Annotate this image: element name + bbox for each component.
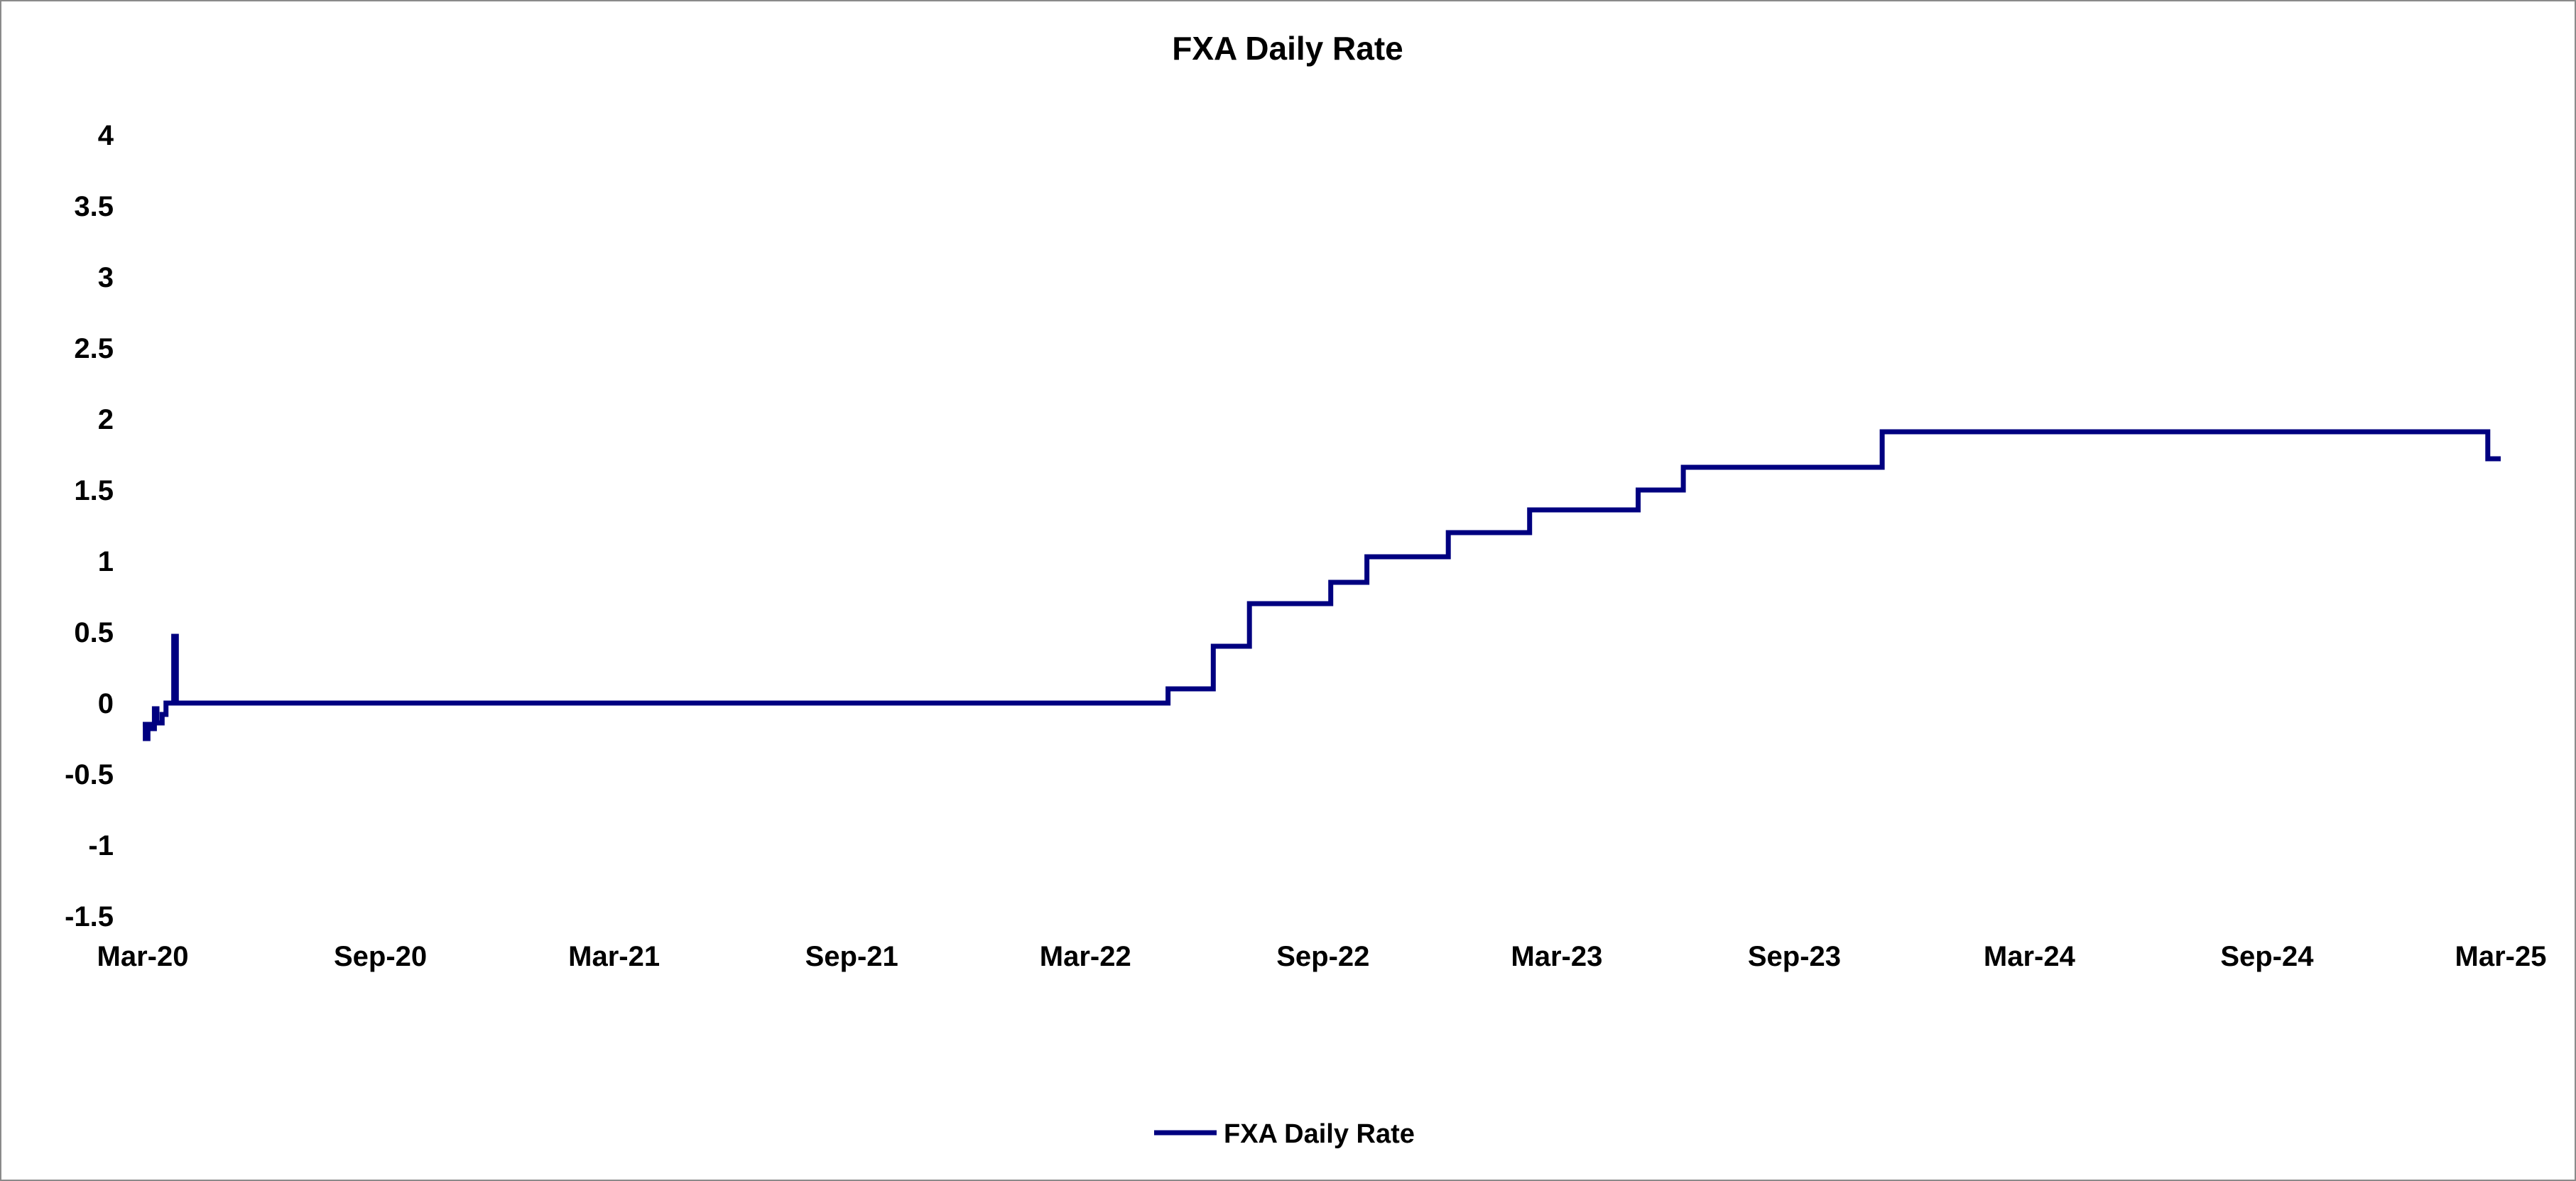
y-tick-label: 1.5 — [74, 475, 114, 506]
y-tick-label: 2.5 — [74, 333, 114, 364]
x-tick-label: Mar-23 — [1511, 941, 1602, 972]
y-tick-label: 4 — [98, 120, 114, 151]
x-axis: Mar-20 Sep-20 Mar-21 Sep-21 Mar-22 Sep-22 Mar-… — [97, 941, 2547, 972]
series-line — [143, 429, 2501, 741]
y-axis: 4 3.5 3 2.5 2 1.5 1 0.5 0 -0.5 -1 -1.5 — [65, 120, 114, 932]
y-tick-label: -0.5 — [65, 759, 114, 790]
x-tick-label: Sep-23 — [1748, 941, 1841, 972]
x-tick-label: Mar-21 — [568, 941, 660, 972]
x-tick-label: Mar-24 — [1984, 941, 2076, 972]
x-tick-label: Sep-20 — [334, 941, 427, 972]
y-tick-label: 0 — [98, 688, 114, 719]
y-tick-label: 3 — [98, 262, 114, 293]
y-tick-label: -1.5 — [65, 901, 114, 932]
x-tick-label: Sep-22 — [1276, 941, 1369, 972]
legend-label: FXA Daily Rate — [1224, 1119, 1415, 1149]
x-tick-label: Mar-25 — [2455, 941, 2547, 972]
x-tick-label: Mar-20 — [97, 941, 189, 972]
y-tick-label: -1 — [88, 830, 114, 861]
y-tick-label: 0.5 — [74, 617, 114, 648]
x-tick-label: Sep-21 — [805, 941, 898, 972]
x-tick-label: Sep-24 — [2220, 941, 2314, 972]
y-tick-label: 2 — [98, 404, 114, 435]
y-tick-label: 3.5 — [74, 191, 114, 222]
x-tick-label: Mar-22 — [1040, 941, 1131, 972]
legend: FXA Daily Rate — [1154, 1119, 1415, 1149]
chart-title: FXA Daily Rate — [1172, 30, 1403, 67]
y-tick-label: 1 — [98, 546, 114, 577]
series-layer — [142, 429, 2501, 741]
